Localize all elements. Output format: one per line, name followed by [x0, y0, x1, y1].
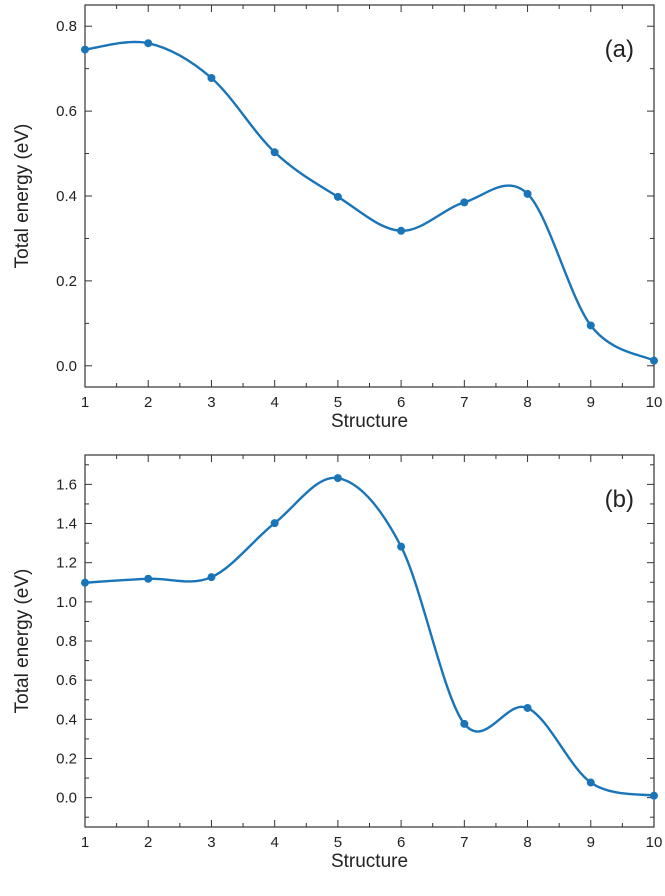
data-point-a-8	[523, 189, 532, 198]
x-tick-label: 7	[460, 394, 468, 411]
energy-curve-b	[84, 476, 655, 797]
x-tick-label: 2	[144, 834, 152, 851]
data-point-a-6	[397, 226, 406, 235]
y-tick-label: 1.0	[56, 594, 77, 611]
data-points-a	[81, 39, 658, 365]
data-point-b-2	[144, 574, 153, 583]
data-point-b-6	[397, 542, 406, 551]
data-points-b	[81, 474, 658, 800]
x-axis-label-b: Structure	[331, 851, 408, 872]
y-axis-b: 0.0 0.2 0.4 0.6 0.8 1.0 1.2 1.4 1.6	[56, 464, 654, 818]
y-tick-label: 0.6	[56, 672, 77, 689]
x-tick-label: 9	[587, 394, 595, 411]
x-tick-label: 6	[397, 394, 405, 411]
panel-b: 1 2 3 4 5 6 7 8 9 10 0.00.20.40.60.81.01.21.41.6 …	[12, 454, 663, 872]
data-point-b-3	[207, 573, 216, 582]
x-tick-label: 4	[270, 394, 278, 411]
x-tick-label: 10	[646, 834, 663, 851]
x-tick-label: 3	[207, 394, 215, 411]
x-tick-label: 10	[646, 394, 663, 411]
y-axis-a: 0.0 0.2 0.4 0.6 0.8	[56, 18, 654, 375]
x-tick-label: 4	[270, 834, 278, 851]
y-tick-label: 1.2	[56, 555, 77, 572]
data-point-b-10	[650, 791, 658, 800]
y-tick-label: 1.4	[56, 516, 77, 533]
y-tick-label: 0.2	[56, 750, 77, 767]
panel-a: 1 2 3 4 5 6 7 8 9 10 0.0 0.2 0.4 0.6 0.8 Structure To…	[12, 4, 663, 432]
x-axis-a: 1 2 3 4 5 6 7 8 9 10	[81, 5, 663, 411]
data-point-b-1	[81, 578, 89, 587]
y-tick-label: 0.8	[56, 18, 77, 35]
y-axis-label-b: Total energy (eV)	[12, 569, 33, 714]
x-tick-label: 3	[207, 834, 215, 851]
x-tick-label: 8	[523, 394, 531, 411]
y-tick-label: 1.6	[56, 476, 77, 493]
y-tick-label: 0.4	[56, 188, 77, 205]
plot-area-b	[84, 454, 655, 828]
y-tick-label: 0.6	[56, 103, 77, 120]
data-point-a-3	[207, 74, 216, 83]
x-tick-label: 1	[81, 394, 89, 411]
x-tick-label: 5	[334, 834, 342, 851]
panel-label-b: (b)	[605, 486, 634, 513]
x-axis-b: 1 2 3 4 5 6 7 8 9 10	[81, 455, 663, 851]
data-point-b-4	[270, 519, 279, 528]
data-point-b-9	[586, 778, 595, 787]
y-tick-label: 0.0	[56, 790, 77, 807]
data-point-a-10	[650, 356, 658, 365]
data-point-a-9	[586, 321, 595, 330]
x-axis-label-a: Structure	[331, 411, 408, 432]
data-point-b-5	[333, 474, 342, 483]
x-tick-label: 5	[334, 394, 342, 411]
data-point-a-7	[460, 198, 469, 207]
y-tick-label: 0.0	[56, 358, 77, 375]
data-point-b-8	[523, 703, 532, 712]
y-tick-label: 0.4	[56, 711, 77, 728]
panel-label-a: (a)	[605, 36, 634, 63]
data-point-a-5	[333, 192, 342, 201]
plot-area-a	[84, 4, 655, 388]
x-tick-label: 8	[523, 834, 531, 851]
x-tick-label: 6	[397, 834, 405, 851]
data-point-a-1	[81, 45, 89, 54]
data-point-a-4	[270, 148, 279, 157]
y-tick-label: 0.8	[56, 633, 77, 650]
x-tick-label: 9	[587, 834, 595, 851]
x-tick-label: 2	[144, 394, 152, 411]
energy-curve-a	[84, 40, 655, 362]
y-tick-label: 0.2	[56, 273, 77, 290]
data-point-a-2	[144, 39, 153, 48]
y-axis-label-a: Total energy (eV)	[12, 124, 33, 269]
x-tick-label: 1	[81, 834, 89, 851]
data-point-b-7	[460, 719, 469, 728]
x-tick-label: 7	[460, 834, 468, 851]
